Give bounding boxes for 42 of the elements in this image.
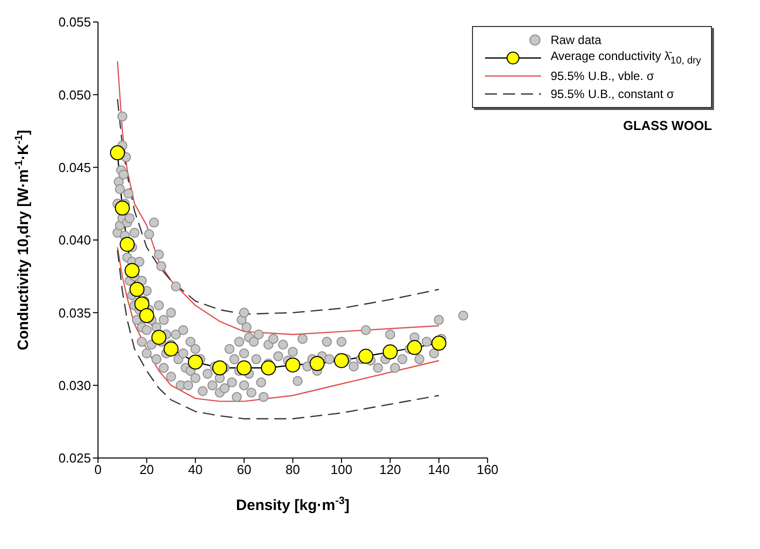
x-tick-label: 80 bbox=[286, 462, 300, 478]
point bbox=[382, 344, 398, 360]
point bbox=[134, 296, 150, 312]
x-tick-label: 40 bbox=[188, 462, 203, 478]
y-tick-label: 0.050 bbox=[58, 87, 91, 102]
legend-label: 95.5% U.B., vble. σ bbox=[550, 69, 654, 83]
point bbox=[129, 282, 144, 297]
point bbox=[358, 348, 374, 364]
y-tick-label: 0.045 bbox=[58, 160, 91, 175]
y-tick-label: 0.055 bbox=[58, 14, 91, 30]
x-tick-label: 160 bbox=[476, 462, 498, 478]
point bbox=[285, 357, 300, 372]
point bbox=[212, 360, 228, 376]
x-tick-label: 140 bbox=[428, 462, 450, 478]
point bbox=[114, 200, 130, 216]
legend-label: Raw data bbox=[550, 33, 602, 47]
point bbox=[151, 330, 166, 345]
x-tick-label: 100 bbox=[330, 462, 352, 478]
x-tick-label: 120 bbox=[379, 462, 402, 478]
y-tick-label: 0.035 bbox=[58, 305, 91, 320]
point bbox=[110, 145, 125, 160]
point bbox=[310, 356, 325, 372]
point bbox=[260, 360, 276, 376]
point bbox=[124, 263, 140, 278]
x-axis-title: Density [kg·m$^{-3}$] bbox=[236, 495, 350, 514]
point bbox=[188, 354, 203, 370]
point bbox=[120, 236, 135, 252]
y-tick-label: 0.040 bbox=[58, 232, 91, 248]
point bbox=[139, 308, 154, 324]
x-tick-label: 60 bbox=[236, 462, 252, 478]
legend-label: Average conductivity λ̄$_{10, dry}$ bbox=[550, 49, 701, 67]
y-tick-label: 0.025 bbox=[58, 450, 91, 466]
point bbox=[164, 342, 179, 356]
point bbox=[236, 360, 252, 376]
point bbox=[407, 340, 422, 356]
point bbox=[431, 336, 446, 351]
text: GLASS WOOL bbox=[623, 118, 712, 133]
point bbox=[334, 353, 349, 368]
y-tick-label: 0.030 bbox=[58, 378, 91, 393]
x-tick-label: 0 bbox=[94, 462, 102, 478]
x-tick-label: 20 bbox=[139, 462, 154, 478]
legend-label: 95.5% U.B., constant σ bbox=[550, 87, 674, 101]
